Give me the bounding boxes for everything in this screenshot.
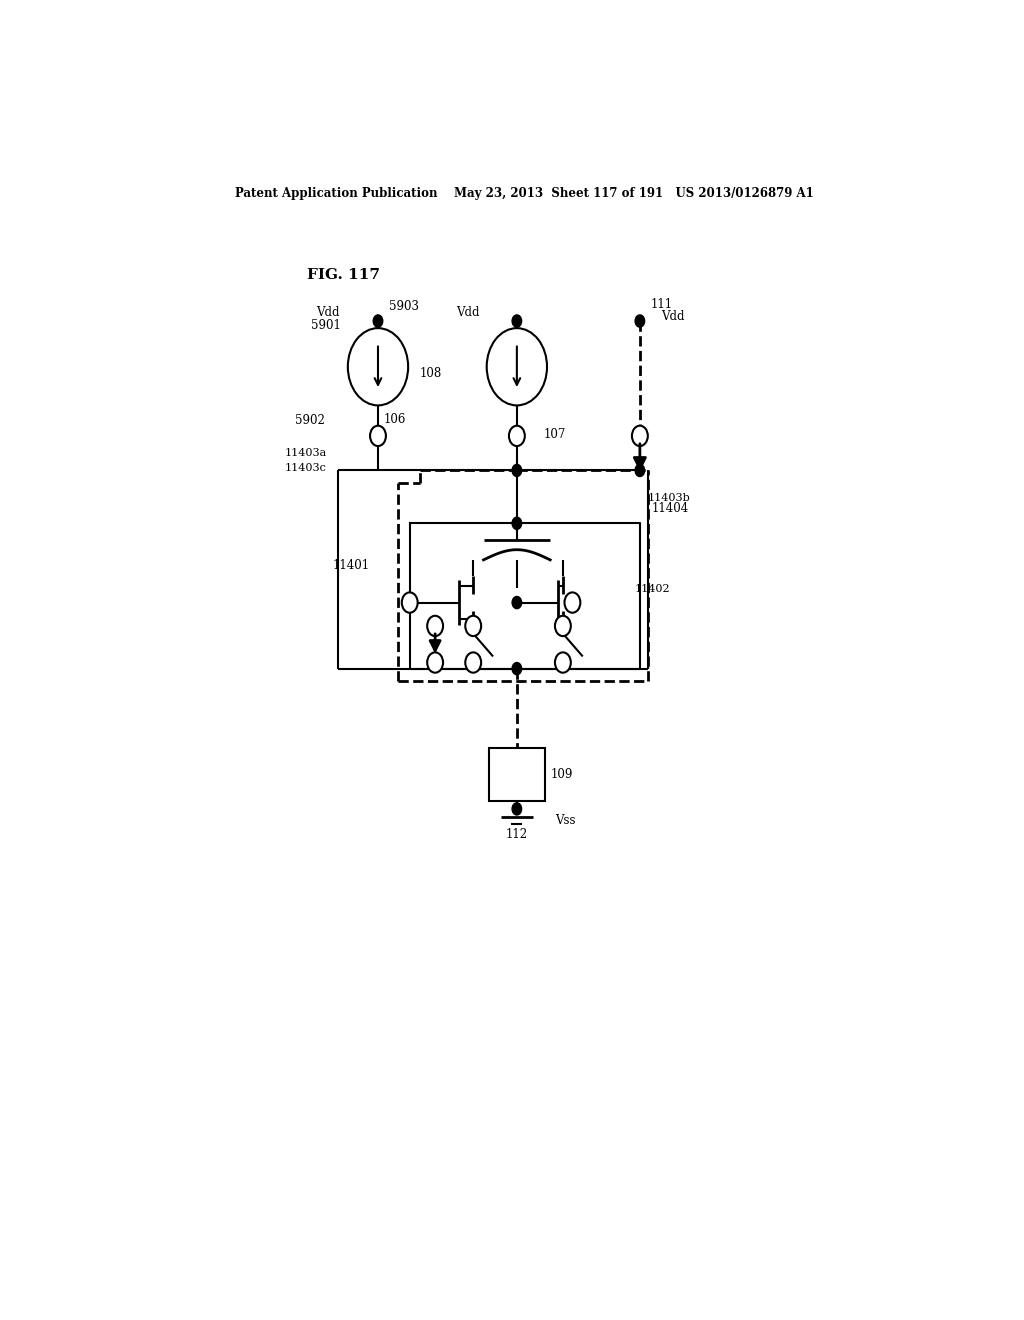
Text: 11404: 11404 bbox=[652, 502, 689, 515]
Text: 111: 111 bbox=[650, 298, 673, 312]
Circle shape bbox=[512, 517, 521, 529]
Circle shape bbox=[512, 803, 521, 814]
Circle shape bbox=[635, 315, 645, 327]
Text: 106: 106 bbox=[383, 413, 406, 426]
Text: 109: 109 bbox=[550, 768, 572, 781]
Circle shape bbox=[401, 593, 418, 612]
Text: 108: 108 bbox=[419, 367, 441, 380]
Circle shape bbox=[512, 315, 521, 327]
Text: 11403c: 11403c bbox=[285, 463, 327, 474]
Text: Vdd: Vdd bbox=[316, 306, 340, 319]
Text: 5903: 5903 bbox=[389, 300, 419, 313]
Circle shape bbox=[370, 426, 386, 446]
Circle shape bbox=[512, 465, 521, 477]
Circle shape bbox=[632, 426, 648, 446]
Text: 112: 112 bbox=[506, 828, 528, 841]
Circle shape bbox=[486, 329, 547, 405]
Text: Vdd: Vdd bbox=[662, 310, 685, 323]
Text: Vss: Vss bbox=[555, 813, 575, 826]
Circle shape bbox=[555, 652, 570, 673]
Text: 11401: 11401 bbox=[333, 560, 370, 573]
Text: Vdd: Vdd bbox=[456, 306, 479, 319]
Text: 11403b: 11403b bbox=[648, 492, 690, 503]
Circle shape bbox=[348, 329, 409, 405]
Bar bbox=[489, 748, 545, 801]
Circle shape bbox=[509, 426, 525, 446]
Text: 107: 107 bbox=[544, 429, 566, 441]
Circle shape bbox=[635, 465, 645, 477]
Circle shape bbox=[427, 615, 443, 636]
Text: 11403a: 11403a bbox=[284, 449, 327, 458]
Text: 5901: 5901 bbox=[311, 318, 341, 331]
Text: 5902: 5902 bbox=[295, 414, 325, 428]
Circle shape bbox=[512, 663, 521, 675]
Circle shape bbox=[512, 597, 521, 609]
Circle shape bbox=[465, 615, 481, 636]
Text: Patent Application Publication    May 23, 2013  Sheet 117 of 191   US 2013/01268: Patent Application Publication May 23, 2… bbox=[236, 187, 814, 201]
Circle shape bbox=[465, 652, 481, 673]
Text: FIG. 117: FIG. 117 bbox=[306, 268, 380, 282]
Circle shape bbox=[555, 615, 570, 636]
Circle shape bbox=[564, 593, 581, 612]
Circle shape bbox=[373, 315, 383, 327]
Circle shape bbox=[427, 652, 443, 673]
Text: 11402: 11402 bbox=[634, 585, 670, 594]
